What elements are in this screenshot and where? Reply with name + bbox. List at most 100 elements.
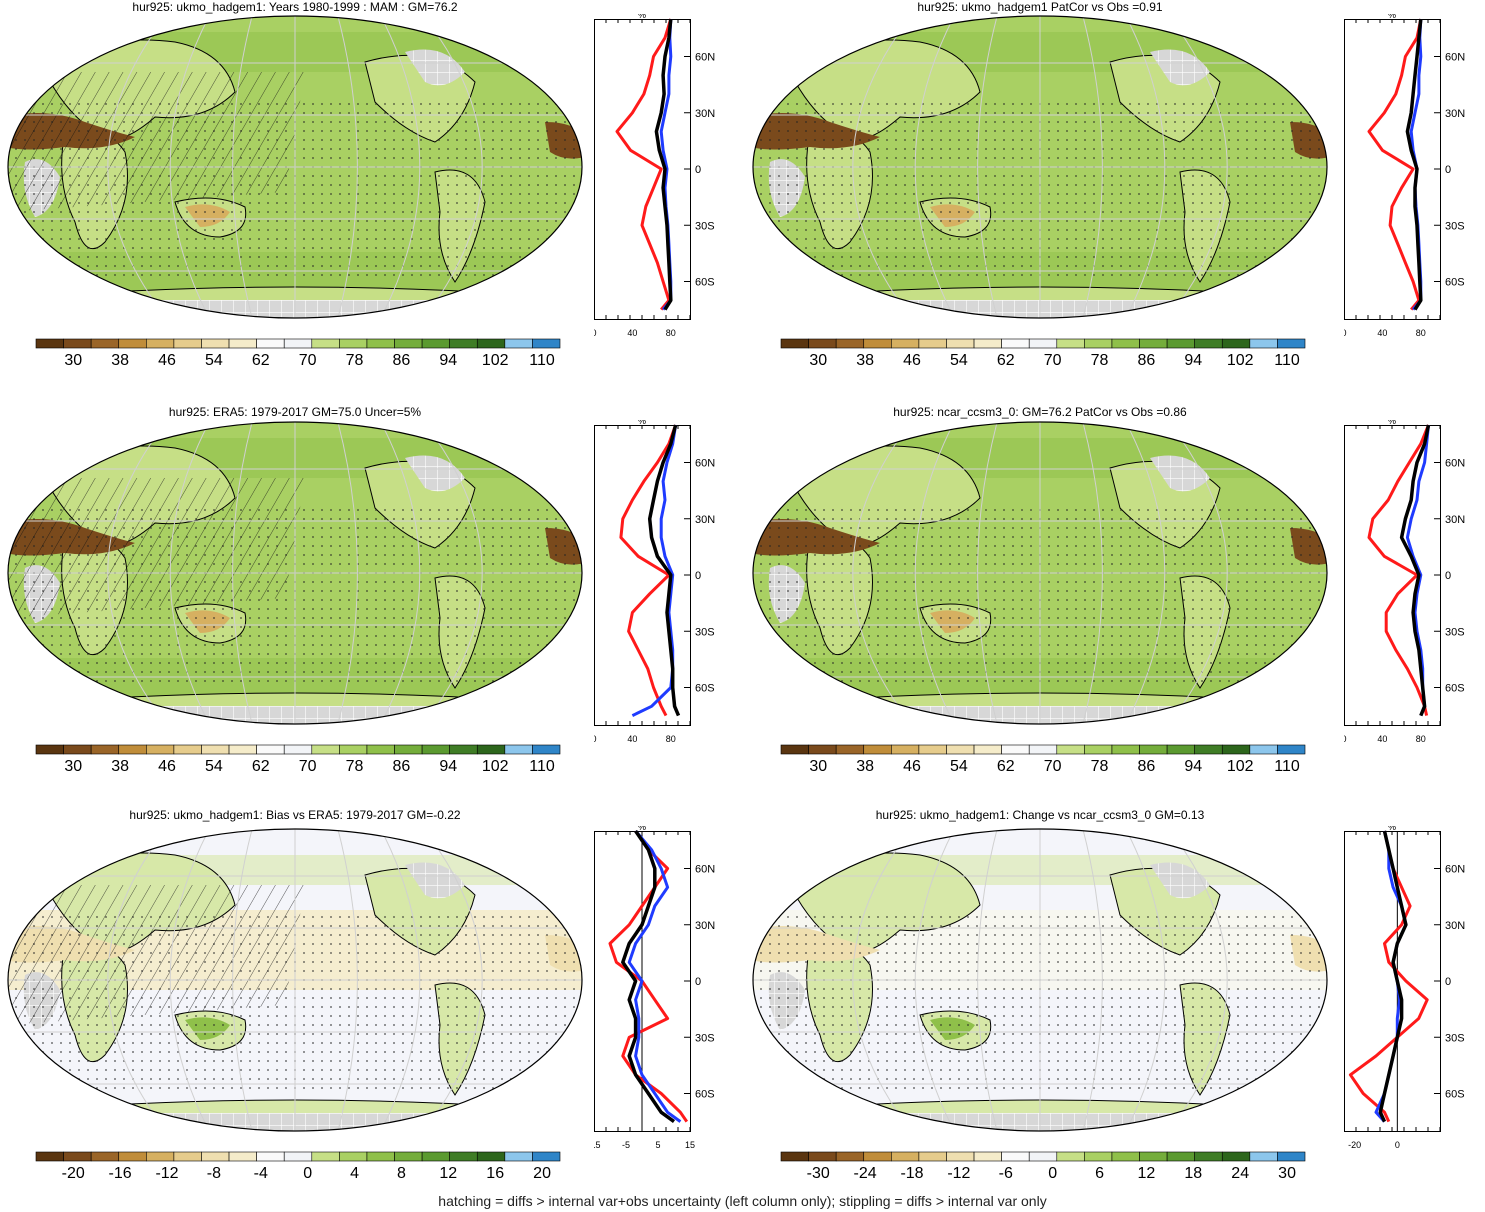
colorbar-label: 70 — [1043, 758, 1062, 775]
colorbar-swatch — [1056, 338, 1085, 349]
colorbar-label: -12 — [155, 1165, 179, 1182]
colorbar-label: 78 — [345, 758, 364, 775]
colorbar-swatch — [476, 744, 506, 755]
colorbar — [780, 1151, 1306, 1162]
colorbar-swatch — [283, 1151, 313, 1162]
lat-tick-label: 30S — [1445, 626, 1465, 638]
lat-tick-label: 0 — [1445, 976, 1451, 988]
colorbar-label: 30 — [809, 352, 828, 369]
lat-tick-label: 30S — [695, 626, 715, 638]
colorbar-swatch — [201, 338, 230, 349]
colorbar-swatch — [63, 338, 92, 349]
lat-tick-label: 30S — [1445, 1032, 1465, 1044]
x-tick-label: 40 — [1377, 734, 1387, 744]
colorbar-label: 46 — [903, 352, 921, 369]
profile-axes — [594, 19, 691, 320]
colorbar-label: 54 — [949, 352, 968, 369]
lat-tick-label: 60N — [1445, 52, 1465, 64]
colorbar-label: -30 — [806, 1165, 830, 1182]
lat-tick-label: 30N — [1445, 108, 1465, 120]
x-tick-label: 0 — [1395, 1140, 1400, 1150]
x-tick-label: 0 — [1344, 328, 1347, 338]
profile-unit: % — [1388, 826, 1396, 832]
colorbar-swatch — [918, 1151, 947, 1162]
colorbar-label: 62 — [251, 758, 270, 775]
colorbar-swatch — [1249, 338, 1278, 349]
colorbar-swatch — [35, 1151, 64, 1162]
x-tick-label: 80 — [1416, 328, 1426, 338]
lat-tick-label: 60S — [695, 683, 715, 695]
colorbar-label: 102 — [481, 352, 509, 369]
colorbar-swatch — [256, 744, 285, 755]
lat-tick-label: 60S — [695, 1089, 715, 1101]
colorbar-swatch — [90, 744, 120, 755]
colorbar-swatch — [476, 1151, 506, 1162]
colorbar-label: 70 — [298, 352, 317, 369]
profile-series-line — [1378, 830, 1408, 1123]
profile-unit: % — [638, 826, 646, 832]
map-title: hur925: ukmo_hadgem1: Bias vs ERA5: 1979… — [129, 808, 461, 822]
colorbar-swatch — [366, 1151, 395, 1162]
colorbar-label: -24 — [853, 1165, 877, 1182]
x-tick-label: 40 — [1377, 328, 1387, 338]
hatching — [8, 885, 305, 1025]
colorbar-label: 94 — [1184, 758, 1203, 775]
x-tick-label: 0 — [1344, 734, 1347, 744]
colorbar-label: 8 — [396, 1165, 406, 1182]
colorbar-swatch — [35, 744, 64, 755]
colorbar-label: -16 — [108, 1165, 132, 1182]
colorbar-swatch — [311, 744, 340, 755]
colorbar-swatch — [973, 744, 1002, 755]
world-map — [752, 421, 1328, 725]
profile-series-line — [621, 830, 676, 1124]
x-tick-label: 80 — [1416, 734, 1426, 744]
colorbar-swatch — [1056, 1151, 1085, 1162]
colorbar-swatch — [504, 338, 533, 349]
colorbar-swatch — [339, 744, 368, 755]
colorbar-label: 30 — [64, 352, 83, 369]
colorbar-swatch — [1001, 1151, 1030, 1162]
colorbar-swatch — [394, 1151, 423, 1162]
colorbar-swatch — [90, 1151, 120, 1162]
profile-axes — [1344, 425, 1441, 726]
profile-axes — [594, 425, 691, 726]
colorbar-swatch — [35, 338, 64, 349]
colorbar-swatch — [946, 1151, 975, 1162]
lat-tick-label: 30N — [1445, 920, 1465, 932]
world-map — [7, 15, 583, 319]
colorbar-label: 102 — [1226, 352, 1254, 369]
colorbar-swatch — [835, 744, 865, 755]
colorbar-swatch — [476, 338, 506, 349]
colorbar-swatch — [449, 744, 478, 755]
world-map — [7, 828, 583, 1132]
colorbar-label: 46 — [158, 352, 176, 369]
profile-series-line — [615, 18, 673, 311]
colorbar-swatch — [504, 744, 533, 755]
colorbar-swatch — [1139, 338, 1168, 349]
hatching — [8, 72, 305, 212]
colorbar-swatch — [1028, 1151, 1058, 1162]
colorbar-label: 62 — [251, 352, 270, 369]
profile-series-line — [1367, 424, 1430, 716]
missing-data — [405, 455, 465, 492]
colorbar-swatch — [532, 1151, 561, 1162]
colorbar-label: 38 — [111, 352, 130, 369]
colorbar-swatch — [421, 744, 450, 755]
x-tick-label: -5 — [622, 1140, 630, 1150]
colorbar-label: 24 — [1231, 1165, 1250, 1182]
colorbar-swatch — [311, 338, 340, 349]
lat-tick-label: 60S — [1445, 277, 1465, 289]
colorbar-swatch — [256, 338, 285, 349]
colorbar-label: 20 — [533, 1165, 551, 1182]
colorbar-label: 70 — [1043, 352, 1062, 369]
colorbar-swatch — [118, 744, 147, 755]
colorbar-label: 6 — [1095, 1165, 1104, 1182]
lat-tick-label: 60N — [1445, 458, 1465, 470]
colorbar-label: 54 — [204, 352, 223, 369]
zonal-mean-profile: % 60N 30N 0 30S 60S 0 40 80 — [1344, 14, 1465, 338]
colorbar-swatch — [1139, 1151, 1168, 1162]
colorbar-swatch — [228, 1151, 257, 1162]
colorbar-swatch — [504, 1151, 533, 1162]
colorbar-label: 38 — [856, 758, 875, 775]
profile-series-line — [608, 830, 689, 1123]
